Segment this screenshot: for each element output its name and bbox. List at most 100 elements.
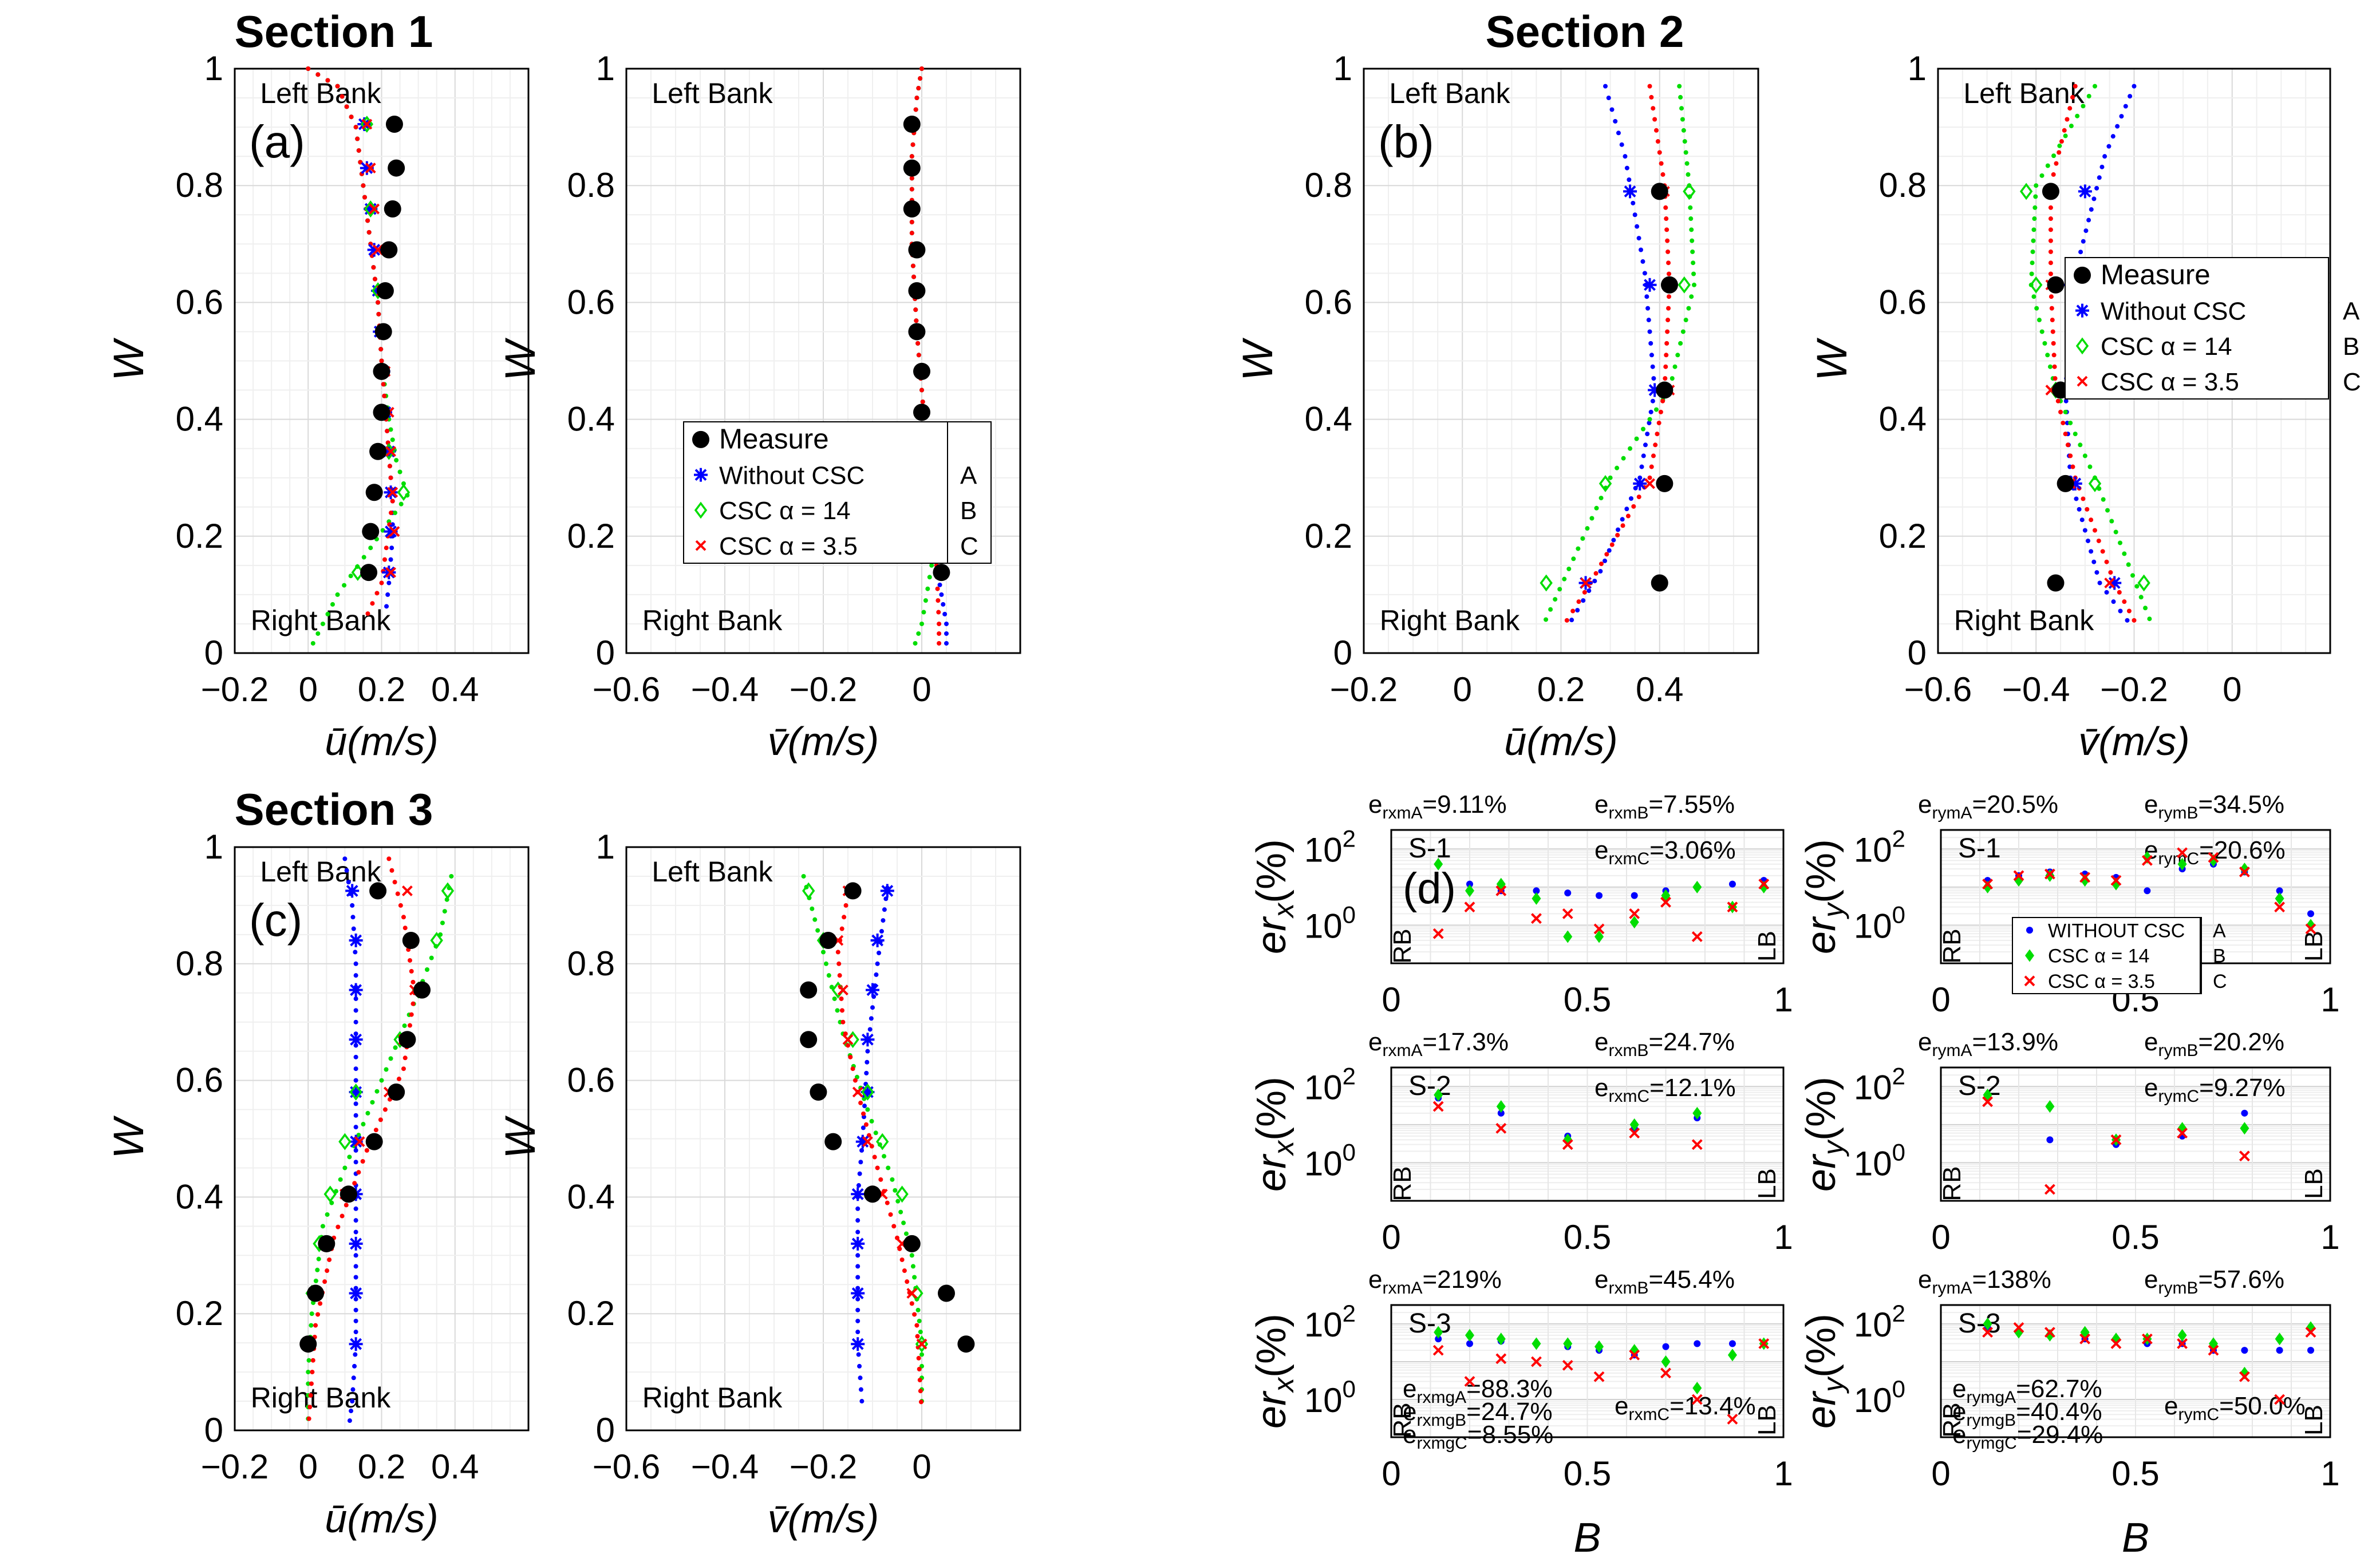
er-point-b [1661,1355,1671,1368]
measure-point [1651,574,1668,592]
model-curve-dot-c [382,393,387,398]
measure-point [380,241,398,259]
model-curve-dot-b [1682,139,1687,144]
er-point-c [2141,855,2153,866]
y-axis-label: ery(%) [1798,1077,1849,1192]
model-curve-dot-c [1564,618,1569,623]
model-curve-dot-c [336,1224,341,1229]
model-curve-dot-b [2042,341,2047,346]
model-curve-dot-c [2048,249,2053,254]
model-curve-dot-c [2089,517,2094,523]
model-curve-dot-b [325,611,330,616]
er-point-c [1464,901,1475,913]
error-label-a: erxmA=17.3% [1368,1028,1509,1060]
model-curve-dot-c [936,610,941,615]
model-curve-dot-c [310,1358,315,1363]
series-point-a [345,884,360,898]
model-curve-dot-c [916,353,921,358]
model-curve-dot-c [2048,271,2053,276]
model-curve-dot-b [2078,442,2083,448]
y-tick-label: 0.4 [567,400,615,438]
y-tick-label: 100 [1854,901,1905,945]
error-label-a: erymA=13.9% [1918,1028,2058,1060]
measure-point [402,932,420,950]
er-point-c [1758,879,1770,890]
model-curve-dot-c [1664,341,1669,346]
model-curve-dot-c [918,1389,923,1394]
er-point-a [1497,1109,1505,1117]
model-curve-dot-c [1664,227,1669,232]
model-curve-dot-c [913,307,918,313]
model-curve-dot-b [919,621,924,626]
model-curve-dot-c [308,1393,313,1398]
model-curve-dot-c [382,557,387,562]
model-curve-dot-c [1660,398,1665,404]
model-curve-dot-c [2070,94,2075,100]
model-curve-dot-a [350,915,356,920]
model-curve-dot-c [1658,409,1663,414]
model-curve-dot-c [935,586,940,591]
y-tick-label: 0.2 [176,1294,223,1332]
series-point-c [906,1288,918,1299]
model-curve-dot-a [942,611,948,616]
model-curve-dot-b [388,427,393,432]
legend-marker [692,430,709,448]
y-tick-label: 0.8 [176,166,223,204]
model-curve-dot-a [350,1387,356,1392]
model-curve-dot-c [2061,420,2066,425]
model-curve-dot-b [330,602,335,607]
legend-tag: B [2213,946,2226,967]
y-tick-label: 1 [204,49,223,88]
legend-marker [2026,927,2033,934]
series-point-b [1540,574,1553,592]
model-curve-dot-b [1686,172,1691,177]
y-tick-label: 0.8 [1879,166,1927,204]
model-curve-dot-b [313,1278,318,1283]
legend-label: Measure [719,424,829,455]
model-curve-dot-c [2048,205,2053,210]
y-tick-label: 0.6 [176,283,223,321]
legend-label: CSC α = 3.5 [719,532,858,560]
measure-point [385,115,403,133]
model-curve-dot-b [829,984,834,990]
axes-frame [234,846,530,1431]
model-curve-dot-b [1641,426,1646,432]
er-point-a [2241,1347,2248,1354]
panel-letter: (c) [249,895,302,946]
model-curve-dot-b [1681,128,1686,133]
series-point-a [364,202,378,216]
model-curve-dot-c [1659,161,1664,166]
measure-point [318,1235,336,1252]
er-point-c [2044,1327,2055,1338]
model-curve-dot-a [1645,306,1651,311]
lb-label: LB [1753,1405,1781,1436]
er-point-b [1434,1326,1443,1339]
model-curve-dot-b [1589,516,1594,521]
model-curve-dot-c [2050,329,2055,334]
series-point-c [837,984,848,996]
model-curve-dot-a [1623,154,1628,159]
legend-marker [694,468,708,482]
model-curve-dot-c [1625,513,1631,519]
model-curve-dot-b [882,1154,887,1159]
model-curve-dot-a [2083,228,2089,234]
y-tick-label: 102 [1304,825,1356,869]
model-curve-dot-b [1654,407,1659,412]
er-point-c [1727,1414,1738,1425]
error-label-c: erxmC=13.4% [1615,1392,1756,1424]
model-curve-dot-c [2096,538,2101,543]
model-curve-dot-a [2097,175,2102,180]
x-tick-label: 0 [2223,670,2241,709]
model-curve-dot-b [810,906,815,911]
model-curve-dot-c [355,136,360,141]
model-curve-dot-c [913,107,918,112]
model-curve-dot-c [2049,306,2054,311]
model-curve-dot-c [2065,117,2070,122]
x-tick-label: −0.2 [2100,670,2168,709]
er-point-b [1532,1337,1541,1350]
series-point-b [338,1133,352,1150]
chart-s3v: −0.6 −0.4 −0.2 0 0 0.2 0.4 0.6 0.8 1 v̄(m/s) W Left … [496,828,1021,1541]
legend-tag: C [2343,368,2361,396]
model-curve-dot-a [353,996,358,1001]
model-curve-dot-a [2082,528,2087,533]
